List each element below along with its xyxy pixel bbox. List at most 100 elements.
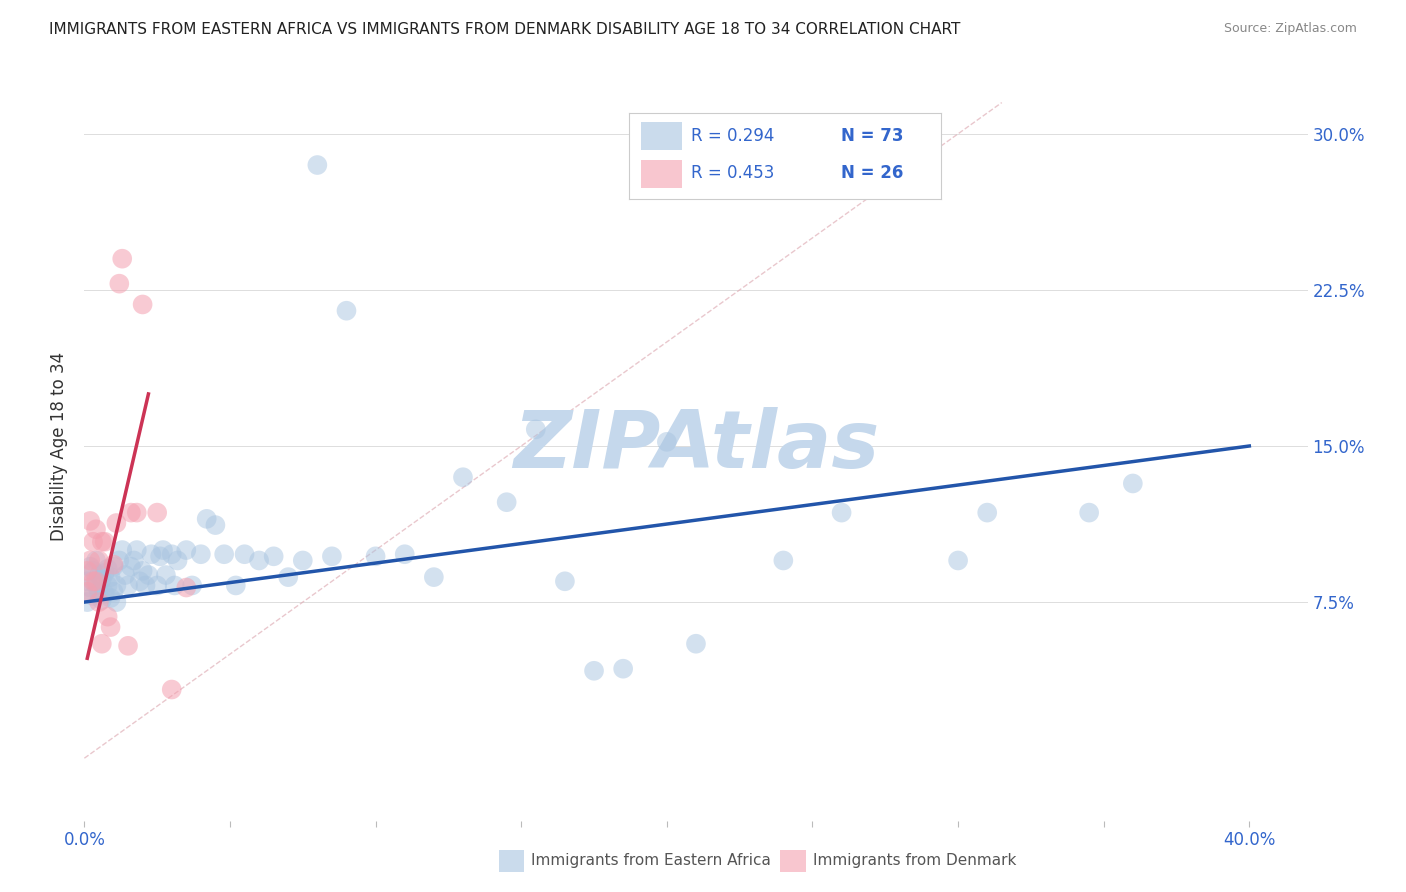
Point <box>87 584 110 599</box>
Point <box>160 682 183 697</box>
Point <box>82 564 104 578</box>
Point <box>87 595 110 609</box>
Point <box>76 564 98 578</box>
Point <box>84 578 107 592</box>
Point <box>394 547 416 561</box>
Point <box>79 559 101 574</box>
Point <box>685 637 707 651</box>
Point <box>174 543 197 558</box>
Point <box>120 559 142 574</box>
Point <box>149 549 172 564</box>
Point <box>114 568 136 582</box>
Point <box>190 547 212 561</box>
Point <box>90 637 112 651</box>
Point <box>125 506 148 520</box>
Point <box>307 158 329 172</box>
Text: Immigrants from Denmark: Immigrants from Denmark <box>813 854 1017 868</box>
Point <box>93 534 115 549</box>
Point <box>152 543 174 558</box>
Point <box>524 422 547 436</box>
Point <box>174 581 197 595</box>
Point <box>100 570 122 584</box>
Point <box>554 574 576 589</box>
Point <box>111 543 134 558</box>
Point <box>612 662 634 676</box>
Y-axis label: Disability Age 18 to 34: Disability Age 18 to 34 <box>51 351 69 541</box>
Point <box>291 553 314 567</box>
Point <box>79 553 101 567</box>
Point <box>131 297 153 311</box>
Point <box>76 595 98 609</box>
Point <box>277 570 299 584</box>
Point <box>84 522 107 536</box>
Point <box>97 609 120 624</box>
Point <box>97 562 120 576</box>
Point <box>90 534 112 549</box>
Text: Immigrants from Eastern Africa: Immigrants from Eastern Africa <box>531 854 772 868</box>
Point <box>79 514 101 528</box>
Point <box>76 584 98 599</box>
Point <box>146 578 169 592</box>
Point <box>82 534 104 549</box>
Point <box>79 581 101 595</box>
Point <box>335 303 357 318</box>
Point <box>423 570 446 584</box>
Point <box>97 578 120 592</box>
Point <box>117 639 139 653</box>
Point <box>84 574 107 589</box>
Point <box>84 553 107 567</box>
Point <box>100 591 122 605</box>
Point <box>125 543 148 558</box>
Point <box>138 568 160 582</box>
Point <box>90 593 112 607</box>
Point <box>76 574 98 589</box>
Point <box>166 553 188 567</box>
Point <box>141 547 163 561</box>
Point <box>108 277 131 291</box>
Point <box>103 559 125 574</box>
Point <box>583 664 606 678</box>
Point <box>103 558 125 572</box>
Point <box>772 553 794 567</box>
Point <box>108 553 131 567</box>
Point <box>146 506 169 520</box>
Point <box>93 587 115 601</box>
Point <box>87 568 110 582</box>
Point <box>976 506 998 520</box>
Text: IMMIGRANTS FROM EASTERN AFRICA VS IMMIGRANTS FROM DENMARK DISABILITY AGE 18 TO 3: IMMIGRANTS FROM EASTERN AFRICA VS IMMIGR… <box>49 22 960 37</box>
Point <box>160 547 183 561</box>
Point <box>117 578 139 592</box>
Point <box>212 547 235 561</box>
Point <box>831 506 853 520</box>
Point <box>105 516 128 530</box>
Point <box>103 584 125 599</box>
Point <box>263 549 285 564</box>
Point <box>247 553 270 567</box>
Point <box>225 578 247 592</box>
Point <box>204 518 226 533</box>
Point <box>655 434 678 449</box>
Point <box>111 252 134 266</box>
Point <box>946 553 969 567</box>
Text: ZIPAtlas: ZIPAtlas <box>513 407 879 485</box>
Point <box>135 578 157 592</box>
Point <box>105 578 128 592</box>
Point <box>321 549 343 564</box>
Point <box>155 568 177 582</box>
Point <box>82 589 104 603</box>
Point <box>181 578 204 592</box>
Point <box>451 470 474 484</box>
Point <box>122 553 145 567</box>
Point <box>128 574 150 589</box>
Point <box>90 572 112 586</box>
Point <box>195 512 218 526</box>
Point <box>105 595 128 609</box>
Point <box>364 549 387 564</box>
Point <box>1078 506 1101 520</box>
Point <box>120 506 142 520</box>
Point <box>1122 476 1144 491</box>
Point <box>233 547 256 561</box>
Point <box>131 564 153 578</box>
Point <box>93 566 115 580</box>
Point <box>82 574 104 589</box>
